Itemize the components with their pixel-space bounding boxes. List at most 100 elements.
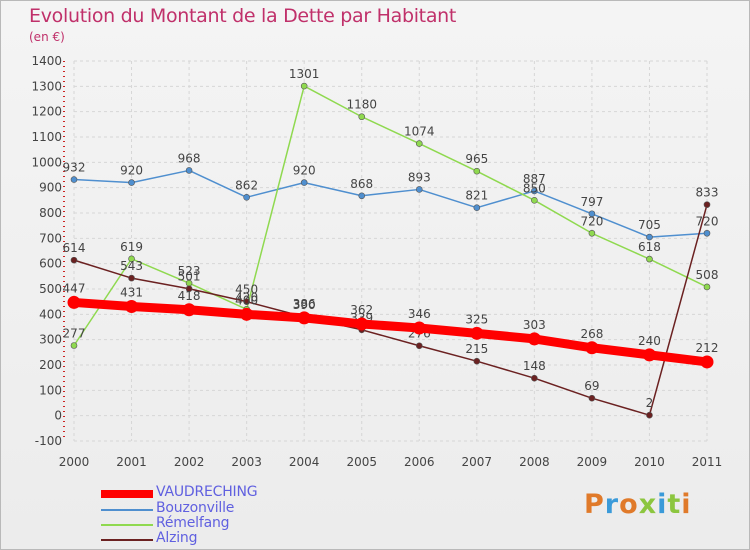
data-point bbox=[128, 179, 135, 186]
data-point bbox=[240, 307, 254, 321]
data-label: 450 bbox=[235, 283, 258, 297]
series-line-bouzonville bbox=[73, 169, 708, 238]
data-label: 277 bbox=[63, 326, 86, 340]
legend-label: Alzing bbox=[156, 530, 198, 546]
data-point bbox=[243, 298, 250, 305]
y-tick-label: 900 bbox=[39, 181, 62, 195]
data-point bbox=[646, 233, 653, 241]
legend-swatch bbox=[101, 524, 153, 526]
data-label: 619 bbox=[120, 240, 143, 254]
y-tick-label: 700 bbox=[39, 231, 62, 245]
data-point bbox=[588, 394, 596, 402]
data-label: 850 bbox=[523, 181, 546, 195]
x-tick-label: 2001 bbox=[116, 455, 147, 469]
data-label: 833 bbox=[696, 186, 719, 200]
data-label: 148 bbox=[523, 359, 546, 373]
data-label: 303 bbox=[523, 318, 546, 332]
series-line-vaudreching bbox=[69, 297, 712, 367]
y-tick-label: 1300 bbox=[31, 79, 62, 93]
data-point bbox=[243, 193, 250, 201]
data-point bbox=[470, 326, 484, 340]
data-point bbox=[182, 303, 196, 317]
data-label: 720 bbox=[580, 214, 603, 228]
data-label: 614 bbox=[63, 241, 86, 255]
data-label: 1180 bbox=[346, 98, 377, 112]
y-tick-label: 400 bbox=[39, 307, 62, 321]
y-tick-label: -100 bbox=[35, 434, 62, 448]
data-point bbox=[473, 357, 481, 365]
y-tick-label: 1400 bbox=[31, 54, 62, 68]
data-label: 705 bbox=[638, 218, 661, 232]
y-tick-label: 200 bbox=[39, 358, 62, 372]
data-point bbox=[297, 311, 311, 325]
data-label: 797 bbox=[580, 195, 603, 209]
legend-swatch bbox=[101, 509, 153, 511]
data-point bbox=[527, 332, 541, 346]
x-tick-label: 2010 bbox=[634, 455, 665, 469]
data-label: 523 bbox=[178, 264, 201, 278]
y-tick-label: 600 bbox=[39, 257, 62, 271]
y-tick-label: 1000 bbox=[31, 155, 62, 169]
data-label: 268 bbox=[580, 327, 603, 341]
data-point bbox=[703, 201, 711, 208]
legend-swatch bbox=[101, 539, 153, 541]
x-tick-label: 2005 bbox=[346, 455, 377, 469]
data-point bbox=[358, 192, 366, 200]
y-tick-label: 500 bbox=[39, 282, 62, 296]
data-label: 1074 bbox=[404, 125, 435, 139]
legend-label: VAUDRECHING bbox=[156, 484, 258, 500]
data-label: 447 bbox=[63, 281, 86, 295]
data-label: 968 bbox=[178, 151, 201, 165]
data-label: 362 bbox=[350, 303, 373, 317]
legend-swatch bbox=[101, 490, 153, 498]
x-tick-label: 2000 bbox=[59, 455, 90, 469]
x-tick-label: 2011 bbox=[692, 455, 723, 469]
legend-label: Bouzonville bbox=[156, 500, 235, 516]
y-tick-label: 1200 bbox=[31, 105, 62, 119]
data-label: 508 bbox=[696, 268, 719, 282]
data-point bbox=[128, 274, 135, 282]
proxiti-logo: Proxiti bbox=[584, 489, 692, 520]
data-point bbox=[125, 299, 139, 313]
y-tick-label: 800 bbox=[39, 206, 62, 220]
data-label: 325 bbox=[465, 312, 488, 326]
x-tick-label: 2009 bbox=[577, 455, 608, 469]
data-label: 346 bbox=[408, 307, 431, 321]
data-label: 618 bbox=[638, 240, 661, 254]
data-point bbox=[70, 256, 78, 264]
data-point bbox=[358, 113, 366, 121]
data-label: 431 bbox=[120, 285, 143, 299]
data-point bbox=[700, 355, 714, 369]
data-point bbox=[415, 140, 423, 147]
data-label: 386 bbox=[293, 297, 316, 311]
data-point bbox=[703, 229, 711, 237]
data-label: 2 bbox=[646, 396, 654, 410]
data-point bbox=[646, 255, 653, 263]
data-label: 920 bbox=[293, 164, 316, 178]
x-tick-label: 2008 bbox=[519, 455, 550, 469]
data-point bbox=[128, 255, 135, 263]
data-point bbox=[703, 283, 711, 291]
data-point bbox=[646, 411, 653, 419]
y-tick-label: 1100 bbox=[31, 130, 62, 144]
data-point bbox=[473, 167, 481, 175]
data-point bbox=[70, 342, 78, 349]
data-point bbox=[67, 295, 81, 309]
data-point bbox=[185, 167, 193, 174]
data-label: 390 bbox=[293, 298, 316, 312]
data-label: 893 bbox=[408, 170, 431, 184]
series-line-rémelfang bbox=[73, 85, 708, 347]
chart-unit: (en €) bbox=[29, 30, 65, 44]
data-label: 212 bbox=[696, 341, 719, 355]
x-tick-label: 2007 bbox=[462, 455, 493, 469]
series-line-alzing bbox=[73, 203, 708, 416]
data-label: 240 bbox=[638, 334, 661, 348]
x-tick-label: 2004 bbox=[289, 455, 320, 469]
data-point bbox=[415, 342, 423, 350]
data-point bbox=[412, 321, 426, 335]
data-point bbox=[531, 187, 538, 195]
data-label: 501 bbox=[178, 270, 201, 284]
data-point bbox=[585, 341, 599, 355]
data-point bbox=[531, 374, 538, 382]
